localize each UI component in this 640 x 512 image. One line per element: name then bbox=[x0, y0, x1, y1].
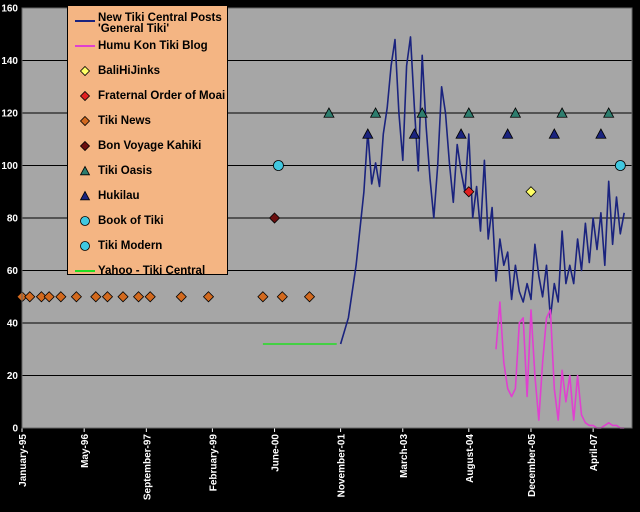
y-tick-label: 60 bbox=[7, 266, 19, 277]
y-tick-label: 20 bbox=[7, 371, 19, 382]
series-layer bbox=[16, 36, 626, 429]
legend-marker bbox=[79, 140, 91, 152]
data-point-hukilau bbox=[455, 128, 467, 139]
data-point-tiki-oasis bbox=[556, 107, 568, 118]
data-point-hukilau bbox=[362, 128, 374, 139]
y-tick-label: 100 bbox=[1, 161, 18, 172]
x-tick-label: January-95 bbox=[18, 434, 29, 487]
x-tick-label: February-99 bbox=[208, 434, 219, 492]
y-tick-label: 80 bbox=[7, 214, 19, 225]
data-point-balihijinks bbox=[525, 186, 537, 198]
legend-label: Book of Tiki bbox=[98, 214, 164, 227]
legend-item: Hukilau bbox=[74, 188, 140, 204]
x-tick-labels: January-95 May-96 September-97 February-99 J… bbox=[18, 428, 600, 500]
data-point-tiki-news bbox=[90, 291, 102, 303]
legend-label: New Tiki Central Posts 'General Tiki' bbox=[98, 12, 222, 35]
y-tick-labels: 0 20 40 60 80 100 120 140 160 bbox=[1, 4, 18, 435]
x-tick-label: June-00 bbox=[271, 434, 282, 472]
legend-item: Tiki Modern bbox=[74, 238, 162, 254]
series-line-humu-kon-tiki-blog bbox=[495, 301, 625, 429]
legend-symbol bbox=[80, 216, 90, 226]
legend-symbol bbox=[79, 140, 91, 152]
data-point-tiki-news bbox=[175, 291, 187, 303]
legend-symbol bbox=[79, 165, 91, 176]
data-point-bon-voyage-kahiki bbox=[268, 212, 281, 224]
legend-label: Tiki Modern bbox=[98, 239, 163, 252]
data-point-hukilau bbox=[548, 128, 560, 139]
legend-symbol bbox=[79, 190, 91, 201]
data-point-tiki-oasis bbox=[369, 107, 382, 118]
data-point-hukilau bbox=[595, 128, 607, 139]
legend-marker bbox=[79, 165, 91, 176]
legend-item: Bon Voyage Kahiki bbox=[74, 138, 201, 154]
data-point-tiki-news bbox=[257, 291, 269, 303]
legend-symbol bbox=[79, 115, 91, 127]
legend-marker bbox=[79, 65, 91, 77]
legend-item: Book of Tiki bbox=[74, 213, 164, 229]
legend-label: Humu Kon Tiki Blog bbox=[98, 39, 208, 52]
y-tick-label: 0 bbox=[12, 424, 18, 435]
legend-item: Fraternal Order of Moai bbox=[74, 88, 225, 104]
data-point-tiki-modern bbox=[614, 160, 626, 171]
data-point-tiki-news bbox=[35, 291, 47, 303]
data-point-tiki-oasis bbox=[603, 107, 615, 118]
legend-item: Tiki Oasis bbox=[74, 163, 152, 179]
x-tick-label: March-03 bbox=[399, 434, 410, 478]
data-point-tiki-news bbox=[101, 291, 114, 303]
legend: New Tiki Central Posts 'General Tiki' Hum… bbox=[67, 5, 228, 276]
legend-symbol bbox=[75, 20, 95, 22]
legend-label: Yahoo - Tiki Central bbox=[98, 264, 206, 277]
y-tick-label: 40 bbox=[7, 319, 19, 330]
data-point-tiki-news bbox=[202, 291, 215, 303]
data-point-tiki-news bbox=[276, 291, 288, 303]
y-tick-label: 120 bbox=[1, 109, 18, 120]
data-point-book-of-tiki bbox=[273, 160, 284, 171]
data-point-tiki-news bbox=[55, 291, 67, 303]
legend-marker bbox=[80, 216, 90, 226]
data-point-tiki-oasis bbox=[323, 107, 335, 118]
legend-label: Hukilau bbox=[98, 189, 140, 202]
legend-label: Tiki News bbox=[98, 114, 151, 127]
data-point-tiki-news bbox=[132, 291, 145, 303]
legend-label: Fraternal Order of Moai bbox=[98, 89, 226, 102]
x-tick-label: September-97 bbox=[142, 434, 153, 501]
data-point-tiki-news bbox=[43, 291, 55, 303]
data-point-tiki-news bbox=[144, 291, 156, 303]
legend-item: Humu Kon Tiki Blog bbox=[74, 38, 208, 54]
y-tick-label: 140 bbox=[1, 56, 18, 67]
y-tick-label: 160 bbox=[1, 4, 18, 15]
data-point-tiki-oasis bbox=[416, 107, 428, 118]
legend-symbol bbox=[75, 45, 95, 47]
legend-item: BaliHiJinks bbox=[74, 63, 160, 79]
x-tick-label: November-01 bbox=[337, 434, 348, 498]
x-tick-label: April-07 bbox=[589, 434, 600, 472]
data-point-tiki-oasis bbox=[463, 107, 475, 118]
legend-label: Tiki Oasis bbox=[98, 164, 153, 177]
data-point-tiki-news bbox=[303, 291, 316, 303]
legend-label: Bon Voyage Kahiki bbox=[98, 139, 202, 152]
legend-item: Yahoo - Tiki Central bbox=[74, 263, 205, 279]
x-tick-label: May-96 bbox=[80, 434, 91, 468]
data-point-hukilau bbox=[501, 128, 514, 139]
data-point-tiki-news bbox=[70, 291, 82, 303]
data-point-tiki-news bbox=[117, 291, 129, 303]
x-tick-label: August-04 bbox=[465, 434, 476, 483]
legend-marker bbox=[80, 241, 90, 251]
data-point-hukilau bbox=[408, 128, 421, 139]
legend-marker bbox=[79, 190, 91, 201]
legend-item: New Tiki Central Posts 'General Tiki' bbox=[74, 12, 228, 35]
x-tick-label: December-05 bbox=[527, 434, 538, 497]
data-point-tiki-oasis bbox=[509, 107, 522, 118]
legend-symbol bbox=[80, 241, 90, 251]
legend-marker bbox=[79, 90, 91, 102]
data-point-fraternal-order-of-moai bbox=[463, 186, 475, 198]
legend-item: Tiki News bbox=[74, 113, 151, 129]
series-line-new-tiki-central-posts-general-tiki bbox=[339, 36, 625, 345]
data-point-tiki-news bbox=[24, 291, 36, 303]
legend-symbol bbox=[75, 270, 95, 272]
legend-symbol bbox=[79, 90, 91, 102]
legend-marker bbox=[79, 115, 91, 127]
legend-label: BaliHiJinks bbox=[98, 64, 160, 77]
legend-symbol bbox=[79, 65, 91, 77]
